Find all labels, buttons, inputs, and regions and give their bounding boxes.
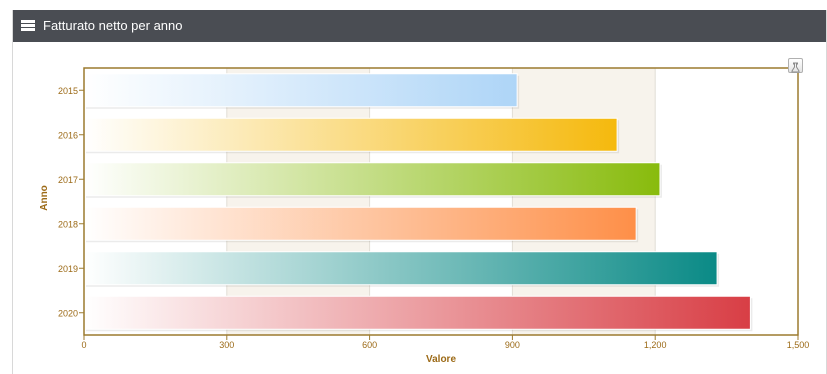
chart-export-icon[interactable] [788, 58, 803, 73]
x-tick-label: 1,200 [644, 340, 667, 350]
x-tick-label: 300 [219, 340, 234, 350]
y-tick-label: 2020 [58, 308, 78, 318]
x-tick-label: 600 [362, 340, 377, 350]
plot-band [512, 68, 656, 335]
bar-2019[interactable] [83, 251, 718, 286]
bar-2017[interactable] [83, 162, 661, 197]
plot-area [84, 68, 798, 335]
bar-2018[interactable] [83, 206, 637, 241]
y-axis-title: Anno [39, 185, 50, 211]
y-tick-label: 2017 [58, 175, 78, 185]
x-tick-label: 0 [81, 340, 86, 350]
bar-2020[interactable] [83, 295, 751, 330]
y-tick-label: 2015 [58, 86, 78, 96]
y-tick-label: 2018 [58, 219, 78, 229]
list-icon[interactable] [21, 20, 35, 31]
y-tick-label: 2016 [58, 130, 78, 140]
x-tick-label: 900 [505, 340, 520, 350]
bar-2016[interactable] [83, 117, 618, 152]
panel-header: Fatturato netto per anno [13, 10, 826, 42]
panel-title: Fatturato netto per anno [43, 18, 183, 33]
plot-border [83, 67, 799, 336]
bar-2015[interactable] [83, 73, 518, 108]
x-tick-label: 1,500 [787, 340, 810, 350]
plot-band [226, 68, 370, 335]
x-axis-title: Valore [426, 354, 456, 365]
y-tick-label: 2019 [58, 264, 78, 274]
